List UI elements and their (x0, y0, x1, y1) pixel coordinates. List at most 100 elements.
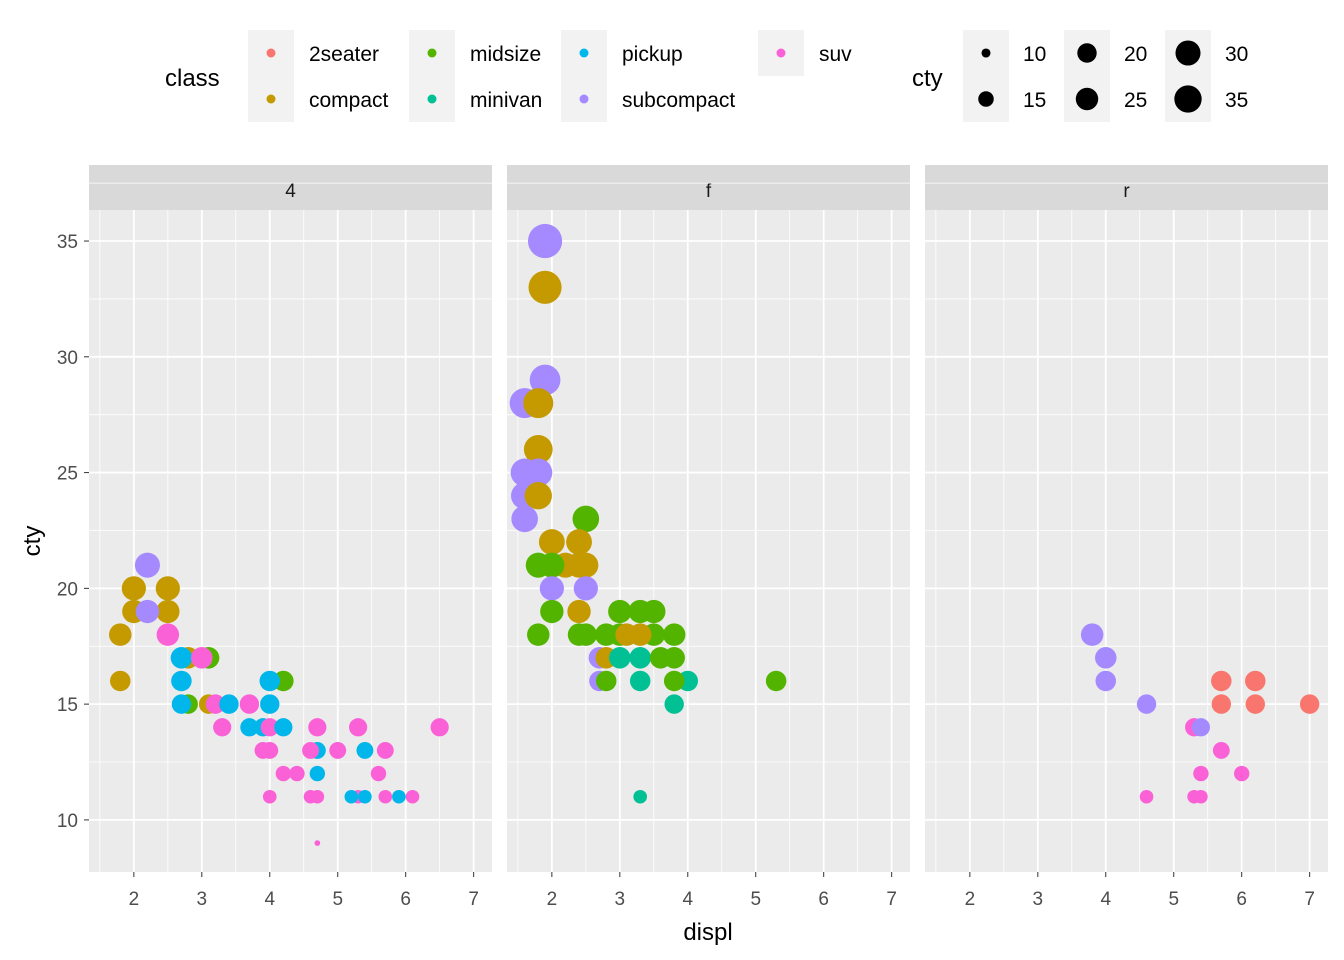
facet-panel-f: f 2 3 4 5 6 7 (507, 165, 910, 910)
data-point-suv (1139, 789, 1154, 804)
data-point-pickup (358, 789, 372, 804)
data-point-subcompact (511, 505, 538, 533)
data-point-midsize (642, 599, 666, 624)
legend-swatch-compact (266, 94, 276, 104)
facet-panel-r: r 2 3 4 5 6 7 (925, 165, 1328, 910)
facet-strip-label: 4 (285, 181, 296, 202)
legend-label: compact (309, 89, 389, 112)
x-tick-label: 2 (129, 889, 140, 910)
data-point-suv (310, 789, 325, 804)
data-point-midsize (572, 505, 600, 533)
data-point-midsize (527, 623, 550, 646)
data-point-suv (370, 765, 387, 782)
data-point-compact (567, 599, 591, 624)
legend-label: minivan (470, 89, 542, 112)
legend-swatch-minivan (427, 94, 437, 104)
y-tick-label: 35 (57, 232, 78, 253)
data-point-2seater (1299, 694, 1320, 714)
legend-swatch-subcompact (579, 94, 589, 104)
legend-size-swatch (978, 91, 994, 107)
legend-swatch-suv (776, 48, 786, 58)
x-tick-label: 3 (1033, 889, 1044, 910)
y-tick-label: 30 (57, 348, 78, 369)
data-point-subcompact (1095, 670, 1117, 692)
data-point-pickup (259, 670, 281, 692)
data-point-minivan (629, 670, 651, 692)
data-point-compact (528, 270, 562, 304)
data-point-minivan (609, 647, 631, 669)
data-point-suv (314, 840, 321, 846)
legend-label: 30 (1225, 43, 1248, 66)
data-point-suv (191, 647, 213, 669)
data-point-suv (1194, 789, 1208, 804)
data-point-suv (302, 741, 319, 759)
data-point-suv (376, 741, 394, 759)
legend-label: 25 (1124, 89, 1147, 112)
x-tick-label: 7 (886, 889, 897, 910)
legend-label: suv (819, 43, 852, 66)
facet-strip-label: f (706, 181, 712, 202)
x-tick-label: 2 (547, 889, 558, 910)
data-point-suv (213, 718, 232, 737)
data-point-suv (262, 789, 277, 804)
x-tick-label: 6 (818, 889, 829, 910)
data-point-midsize (608, 599, 632, 624)
data-point-midsize (663, 647, 685, 669)
x-tick-label: 7 (468, 889, 479, 910)
data-point-suv (378, 789, 393, 804)
size-legend-title: cty (912, 65, 943, 92)
data-point-subcompact (1136, 694, 1157, 714)
legend-size-swatch (1174, 85, 1202, 113)
data-point-compact (566, 529, 592, 555)
x-axis-title: displ (683, 919, 732, 946)
data-point-suv (329, 741, 347, 759)
y-tick-label: 20 (57, 579, 78, 600)
y-tick-label: 25 (57, 464, 78, 485)
data-point-suv (405, 789, 420, 804)
data-point-subcompact (573, 576, 598, 601)
data-point-subcompact (524, 458, 553, 487)
data-point-minivan (633, 789, 648, 804)
x-tick-label: 4 (264, 889, 275, 910)
data-point-subcompact (1095, 647, 1117, 669)
legend-label: midsize (470, 43, 541, 66)
facet-panel-4: 4 2 3 4 5 6 7 (89, 165, 492, 910)
legend-swatch-pickup (579, 48, 589, 58)
data-point-subcompact (527, 223, 563, 259)
data-point-pickup (344, 789, 359, 804)
data-point-subcompact (135, 599, 160, 624)
legend-label: pickup (622, 43, 683, 66)
facet-strip-label: r (1123, 181, 1130, 202)
data-point-suv (205, 694, 226, 714)
data-point-midsize (574, 623, 598, 646)
data-point-pickup (392, 789, 406, 804)
data-point-pickup (274, 718, 293, 737)
data-point-pickup (171, 694, 192, 714)
legend-label: 2seater (309, 43, 379, 66)
data-point-pickup (171, 670, 192, 692)
x-tick-label: 5 (1168, 889, 1179, 910)
data-point-suv (156, 623, 180, 646)
data-point-suv (1234, 765, 1250, 782)
data-point-suv (1212, 741, 1230, 759)
data-point-pickup (309, 765, 326, 782)
data-point-compact (628, 623, 652, 646)
data-point-subcompact (1080, 623, 1104, 646)
data-point-compact (523, 435, 553, 464)
data-point-subcompact (529, 364, 561, 396)
data-point-compact (121, 576, 146, 601)
data-point-midsize (540, 599, 564, 624)
legend-label: 20 (1124, 43, 1147, 66)
data-point-2seater (1211, 670, 1232, 692)
data-point-2seater (1211, 694, 1231, 714)
y-tick-label: 15 (57, 695, 78, 716)
legend-label: 15 (1023, 89, 1046, 112)
data-point-midsize (662, 623, 686, 646)
data-point-suv (1193, 765, 1209, 782)
x-tick-label: 6 (400, 889, 411, 910)
data-point-compact (156, 599, 180, 624)
data-point-pickup (356, 741, 374, 759)
data-point-pickup (240, 718, 259, 737)
data-point-suv (349, 718, 368, 737)
